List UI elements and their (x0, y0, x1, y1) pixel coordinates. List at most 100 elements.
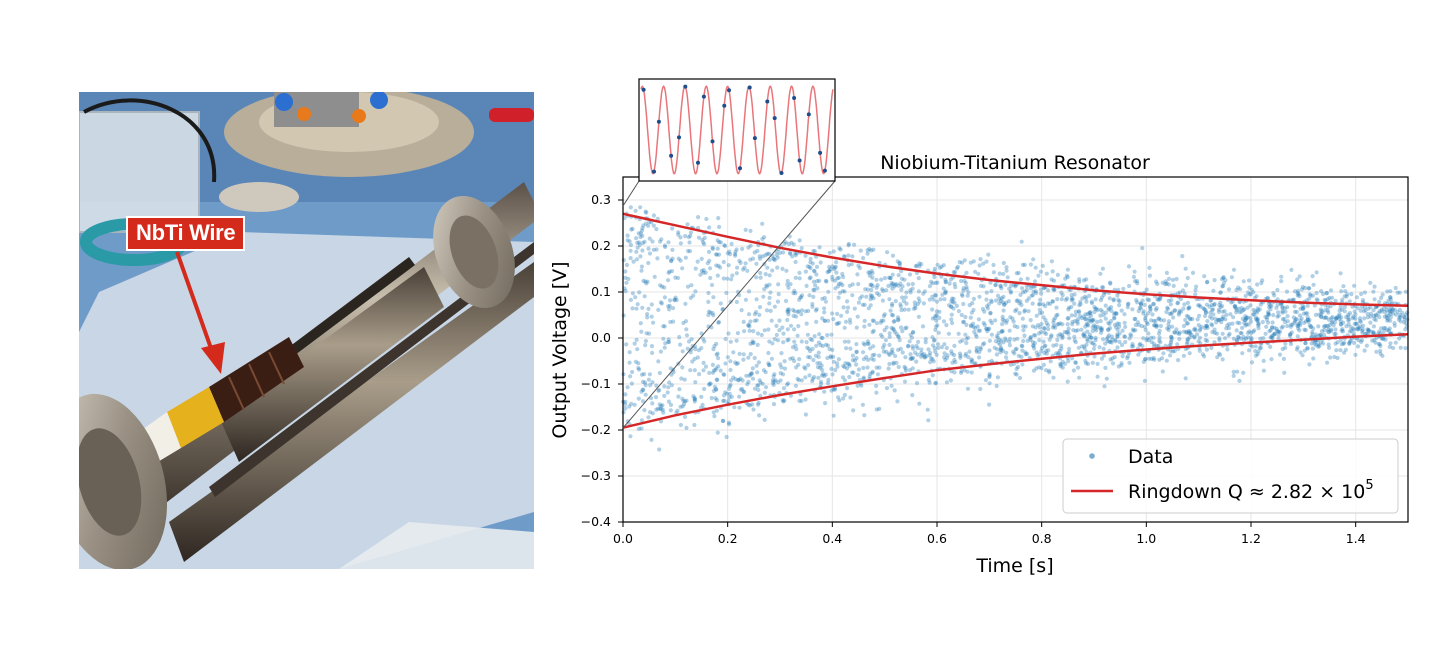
data-point (1151, 318, 1156, 324)
data-point (1007, 339, 1012, 344)
data-point (1352, 321, 1357, 327)
data-point (701, 336, 706, 341)
data-point (1043, 317, 1048, 323)
data-point (1106, 327, 1111, 332)
data-point (1000, 348, 1006, 353)
data-point (907, 368, 913, 373)
data-point (1231, 369, 1236, 374)
data-point (1353, 316, 1358, 321)
data-point (1110, 356, 1115, 361)
data-point (999, 329, 1004, 334)
data-point (728, 339, 733, 344)
data-point (999, 338, 1004, 343)
data-point (1292, 320, 1297, 325)
data-point (965, 369, 970, 374)
data-point (746, 289, 752, 294)
data-point (927, 297, 932, 302)
data-point (930, 343, 936, 348)
data-point (1090, 318, 1095, 323)
data-point (1078, 302, 1083, 307)
data-point (642, 408, 647, 413)
data-point (1166, 319, 1172, 324)
data-point (1101, 337, 1106, 342)
data-point (771, 402, 777, 407)
data-point (1349, 328, 1354, 334)
data-point (989, 299, 994, 305)
data-point (972, 329, 977, 334)
data-point (1077, 375, 1082, 380)
data-point (995, 347, 1000, 352)
data-point (906, 343, 911, 348)
data-point (1306, 286, 1311, 291)
data-point (630, 291, 636, 296)
data-point (1248, 335, 1253, 340)
data-point (1131, 274, 1136, 279)
data-point (985, 306, 991, 311)
data-point (1008, 290, 1014, 295)
data-point (1101, 292, 1106, 297)
data-point (1059, 297, 1064, 302)
data-point (835, 321, 840, 326)
data-point (688, 350, 693, 355)
data-point (1107, 296, 1112, 301)
data-point (1133, 279, 1138, 284)
data-point (710, 311, 715, 316)
data-point (1234, 338, 1240, 343)
data-point (623, 275, 628, 280)
data-point (1071, 328, 1076, 333)
data-point (1330, 315, 1335, 320)
data-point (1021, 328, 1026, 333)
data-point (1103, 341, 1108, 346)
data-point (1325, 360, 1330, 365)
data-point (890, 301, 895, 306)
data-point (960, 260, 965, 265)
data-point (1344, 315, 1349, 320)
data-point (1220, 309, 1225, 314)
data-point (854, 356, 859, 361)
data-point (682, 399, 688, 404)
data-point (869, 287, 874, 292)
data-point (638, 254, 643, 259)
data-point (1257, 307, 1262, 312)
data-point (1084, 299, 1089, 304)
data-point (640, 226, 645, 231)
data-point (728, 367, 733, 373)
data-point (831, 249, 836, 254)
data-point (1099, 356, 1104, 361)
data-point (781, 340, 786, 345)
data-point (643, 221, 649, 226)
data-point (788, 356, 793, 361)
data-point (1180, 254, 1185, 259)
data-point (870, 330, 875, 335)
data-point (1204, 302, 1210, 307)
data-point (1004, 350, 1009, 355)
data-point (1002, 318, 1007, 323)
data-point (708, 275, 713, 281)
data-point (1368, 280, 1373, 285)
data-point (869, 248, 874, 253)
data-point (1185, 339, 1190, 345)
data-point (1137, 305, 1142, 310)
data-point (914, 359, 919, 364)
data-point (756, 400, 761, 405)
x-tick-label: 0.8 (1032, 531, 1052, 546)
data-point (1085, 322, 1090, 327)
data-point (895, 315, 901, 320)
data-point (634, 337, 639, 342)
data-point (669, 258, 674, 263)
data-point (820, 296, 825, 301)
data-point (645, 312, 650, 317)
data-point (628, 434, 633, 439)
data-point (823, 299, 829, 304)
data-point (1369, 329, 1374, 334)
data-point (1255, 317, 1260, 323)
data-point (683, 319, 689, 324)
data-point (1253, 349, 1258, 354)
data-point (845, 386, 850, 391)
data-point (799, 312, 804, 317)
data-point (1301, 306, 1306, 312)
data-point (898, 302, 903, 307)
data-point (895, 399, 900, 404)
data-point (1218, 300, 1223, 305)
data-point (1164, 281, 1169, 286)
